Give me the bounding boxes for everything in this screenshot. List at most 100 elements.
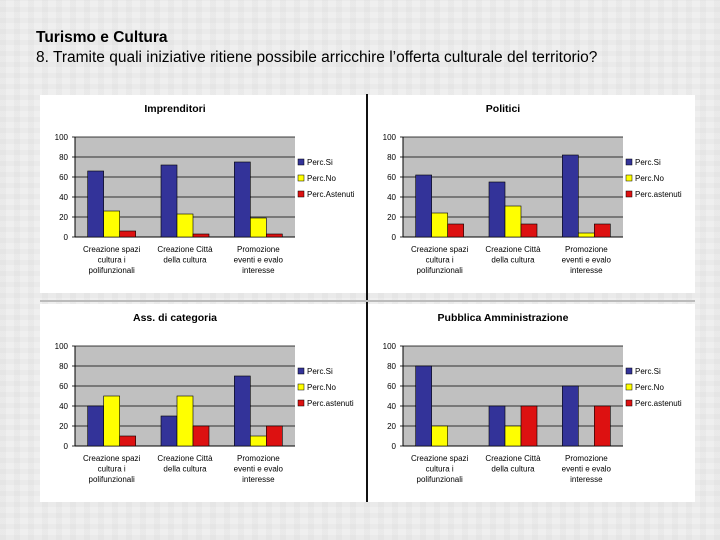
legend-label: Perc.astenuti — [635, 399, 682, 408]
y-tick-label: 20 — [387, 213, 396, 222]
survey-question: 8. Tramite quali iniziative ritiene poss… — [36, 49, 598, 66]
chart-politici: Politici 0 20 40 60 80 100 Creazione spazi cultu… — [383, 103, 682, 275]
legend-swatch-si — [297, 367, 305, 375]
bar-astenuti — [594, 405, 611, 447]
legend-swatch-no — [625, 383, 633, 391]
x-category-label: Creazione spazi cultura i polifunzionali — [411, 454, 469, 484]
legend-label: Perc.No — [307, 174, 336, 183]
y-tick-label: 100 — [383, 133, 397, 142]
legend-swatch-astenuti — [625, 190, 633, 198]
bar-si — [234, 161, 251, 238]
y-tick-label: 100 — [55, 342, 69, 351]
chart-ass-categoria: Ass. di categoria 0 20 40 60 80 100 Creazione s… — [55, 312, 354, 484]
bar-astenuti — [520, 223, 538, 238]
y-tick-label: 0 — [64, 442, 69, 451]
chart-title: Pubblica Amministrazione — [438, 312, 569, 324]
y-tick-label: 40 — [387, 402, 396, 411]
bar-astenuti — [192, 233, 210, 238]
bar-si — [488, 181, 506, 238]
legend-label: Perc.No — [635, 383, 664, 392]
legend-swatch-astenuti — [297, 399, 305, 407]
chart-pubblica-amministrazione: Pubblica Amministrazione 0 20 40 60 80 100 Crea… — [383, 312, 682, 484]
y-tick-label: 40 — [59, 193, 68, 202]
legend-swatch-si — [625, 367, 633, 375]
y-tick-label: 60 — [387, 173, 396, 182]
y-tick-label: 20 — [387, 422, 396, 431]
chart-imprenditori: Imprenditori 0 20 40 60 80 100 Creazione spazi c… — [55, 103, 355, 275]
x-category-label: Creazione Città della cultura — [157, 245, 213, 265]
bar-astenuti — [192, 425, 210, 447]
bar-no — [103, 210, 120, 238]
legend-label: Perc.No — [635, 174, 664, 183]
chart-title: Politici — [486, 103, 521, 115]
bar-si — [160, 164, 178, 238]
chart-panel-ass-categoria: Ass. di categoria 0 20 40 60 80 100 Creazione s… — [40, 304, 367, 502]
y-tick-label: 0 — [392, 442, 397, 451]
legend-swatch-si — [297, 158, 305, 166]
legend-label: Perc.astenuti — [307, 399, 354, 408]
bar-no — [250, 435, 267, 447]
bar-si — [562, 154, 579, 238]
bar-astenuti — [266, 425, 283, 447]
bar-no — [250, 217, 267, 238]
y-tick-label: 60 — [59, 173, 68, 182]
bar-astenuti — [594, 223, 611, 238]
bar-no — [176, 395, 194, 447]
y-tick-label: 100 — [55, 133, 69, 142]
bar-si — [562, 385, 579, 447]
y-tick-label: 20 — [59, 422, 68, 431]
chart-title: Ass. di categoria — [133, 312, 217, 324]
x-category-label: Creazione Città della cultura — [485, 454, 541, 474]
bar-astenuti — [447, 223, 464, 238]
chart-panel-imprenditori: Imprenditori 0 20 40 60 80 100 Creazione spazi c… — [40, 95, 367, 293]
bar-si — [488, 405, 506, 447]
legend-label: Perc.Astenuti — [307, 190, 355, 199]
bar-astenuti — [119, 435, 136, 447]
legend-label: Perc.No — [307, 383, 336, 392]
bar-si — [415, 365, 432, 447]
y-tick-label: 80 — [387, 153, 396, 162]
legend-swatch-no — [297, 174, 305, 182]
x-category-label: Promozione eventi e evalo interesse — [562, 245, 612, 275]
y-tick-label: 100 — [383, 342, 397, 351]
bar-astenuti — [266, 233, 283, 238]
legend-swatch-no — [297, 383, 305, 391]
y-tick-label: 60 — [59, 382, 68, 391]
x-category-label: Creazione spazi cultura i polifunzionali — [411, 245, 469, 275]
y-tick-label: 40 — [59, 402, 68, 411]
x-category-label: Creazione Città della cultura — [485, 245, 541, 265]
bar-no — [103, 395, 120, 447]
bar-si — [234, 375, 251, 447]
bar-no — [504, 205, 522, 238]
horizontal-divider — [40, 300, 695, 302]
x-category-label: Creazione spazi cultura i polifunzionali — [83, 454, 141, 484]
bar-si — [415, 174, 432, 238]
chart-title: Imprenditori — [144, 103, 205, 115]
bar-no — [431, 425, 448, 447]
bar-no — [176, 213, 194, 238]
bar-si — [87, 405, 104, 447]
legend-label: Perc.Si — [307, 367, 333, 376]
y-tick-label: 40 — [387, 193, 396, 202]
bar-si — [160, 415, 178, 447]
bar-no — [431, 212, 448, 238]
y-tick-label: 80 — [387, 362, 396, 371]
y-tick-label: 80 — [59, 153, 68, 162]
x-category-label: Promozione eventi e evalo interesse — [562, 454, 612, 484]
chart-panel-pubblica-amministrazione: Pubblica Amministrazione 0 20 40 60 80 100 Crea… — [368, 304, 695, 502]
bar-astenuti — [520, 405, 538, 447]
legend-swatch-no — [625, 174, 633, 182]
legend-swatch-astenuti — [297, 190, 305, 198]
bar-no — [578, 232, 595, 238]
legend-label: Perc.Si — [635, 367, 661, 376]
y-tick-label: 20 — [59, 213, 68, 222]
legend-swatch-astenuti — [625, 399, 633, 407]
x-category-label: Creazione Città della cultura — [157, 454, 213, 474]
legend-label: Perc.astenuti — [635, 190, 682, 199]
vertical-divider — [366, 94, 368, 502]
y-tick-label: 80 — [59, 362, 68, 371]
bar-no — [504, 425, 522, 447]
y-tick-label: 60 — [387, 382, 396, 391]
slide-header: Turismo e Cultura 8. Tramite quali inizi… — [36, 28, 706, 68]
bar-si — [87, 170, 104, 238]
